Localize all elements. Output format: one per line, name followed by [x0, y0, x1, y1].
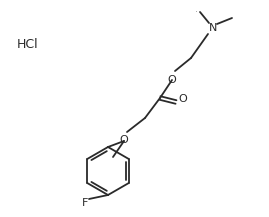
Text: N: N	[209, 23, 217, 33]
Text: O: O	[120, 135, 128, 145]
Text: O: O	[179, 94, 187, 104]
Text: O: O	[168, 75, 176, 85]
Text: F: F	[82, 198, 88, 208]
Text: HCl: HCl	[17, 38, 39, 51]
